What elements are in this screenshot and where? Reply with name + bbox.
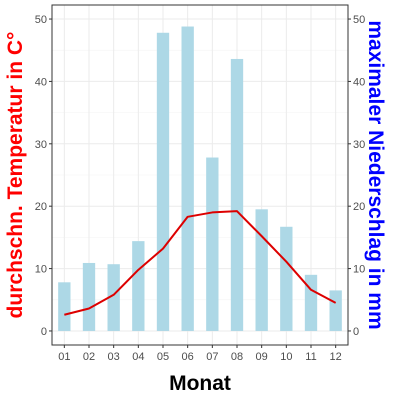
bar-05 xyxy=(156,32,170,331)
left-tick-label: 30 xyxy=(35,139,47,151)
bar-08 xyxy=(230,58,244,331)
right-axis: 0 10 20 30 40 50 xyxy=(348,14,365,338)
bar-06 xyxy=(181,26,194,331)
bar-12 xyxy=(329,290,342,331)
left-axis: 0 10 20 30 40 50 xyxy=(35,14,52,338)
plot-border xyxy=(51,4,349,346)
x-axis: 01 02 03 04 05 06 07 08 09 10 11 12 xyxy=(58,345,342,363)
x-tick-label: 03 xyxy=(108,351,120,363)
left-tick-label: 50 xyxy=(35,14,47,26)
left-tick-label: 0 xyxy=(41,326,47,338)
bar-02 xyxy=(82,262,96,331)
right-tick-label: 50 xyxy=(353,14,365,26)
left-tick-label: 40 xyxy=(35,76,47,88)
x-tick-label: 05 xyxy=(157,351,169,363)
bar-09 xyxy=(255,209,268,331)
x-axis-title: Monat xyxy=(169,372,231,395)
x-tick-label: 04 xyxy=(132,351,144,363)
x-tick-label: 06 xyxy=(182,351,194,363)
bar-04 xyxy=(132,241,145,331)
bar-11 xyxy=(304,274,318,331)
x-tick-label: 11 xyxy=(305,351,316,363)
right-tick-label: 40 xyxy=(353,76,365,88)
temperature-line xyxy=(64,210,337,316)
bar-07 xyxy=(206,157,219,331)
right-axis-title: maximaler Niederschlag in mm xyxy=(364,20,387,329)
x-tick-label: 07 xyxy=(206,351,218,363)
left-axis-title: durchschn. Temperatur in C° xyxy=(4,32,27,319)
x-tick-label: 02 xyxy=(83,351,95,363)
bar-01 xyxy=(58,282,71,331)
x-tick-label: 08 xyxy=(231,351,243,363)
bar-03 xyxy=(107,264,120,331)
right-tick-label: 20 xyxy=(353,201,365,213)
x-tick-label: 10 xyxy=(280,351,292,363)
right-tick-label: 10 xyxy=(353,264,365,276)
right-tick-label: 0 xyxy=(353,326,359,338)
x-tick-label: 12 xyxy=(330,351,342,363)
grid-minor xyxy=(52,49,348,301)
right-tick-label: 30 xyxy=(353,139,365,151)
bar-10 xyxy=(280,226,293,331)
x-tick-label: 09 xyxy=(256,351,268,363)
left-tick-label: 20 xyxy=(35,201,47,213)
x-tick-label: 01 xyxy=(58,351,70,363)
left-tick-label: 10 xyxy=(35,264,47,276)
temperature-line-layer xyxy=(64,210,337,316)
